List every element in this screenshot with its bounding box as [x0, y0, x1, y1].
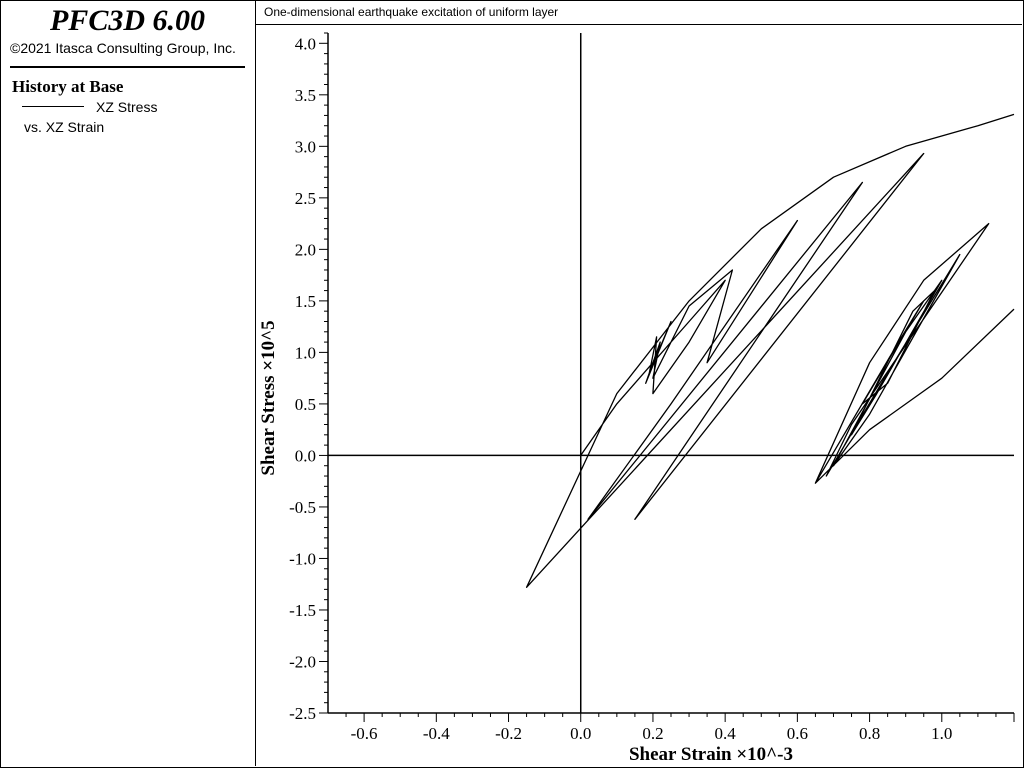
- y-tick-label: -1.0: [289, 549, 316, 568]
- y-tick-label: -2.5: [289, 704, 316, 723]
- y-tick-label: -1.5: [289, 601, 316, 620]
- legend-divider: [10, 66, 245, 68]
- x-tick-label: 0.0: [570, 724, 591, 743]
- x-axis-label: Shear Strain ×10^-3: [629, 744, 793, 765]
- y-tick-label: 4.0: [295, 34, 316, 53]
- y-tick-label: 2.0: [295, 240, 316, 259]
- legend-title: History at Base: [12, 77, 124, 96]
- y-tick-label: 0.5: [295, 395, 316, 414]
- series-line: [525, 113, 1015, 588]
- y-tick-label: 2.5: [295, 189, 316, 208]
- y-tick-label: 0.0: [295, 446, 316, 465]
- y-tick-label: -0.5: [289, 498, 316, 517]
- x-tick-label: 0.4: [715, 724, 737, 743]
- x-tick-label: -0.4: [423, 724, 450, 743]
- copyright-text: ©2021 Itasca Consulting Group, Inc.: [10, 40, 236, 56]
- axes: -0.6 -0.4 -0.2 0.0 0.2 0.4 0.6 0.8 1.0 4.0 3.5 3.0 2…: [289, 32, 1015, 743]
- legend-line-swatch: [22, 106, 84, 107]
- legend-series-sublabel: vs. XZ Strain: [24, 119, 105, 135]
- y-tick-label: 3.0: [295, 137, 316, 156]
- y-tick-label: 3.5: [295, 86, 316, 105]
- plot-header: One-dimensional earthquake excitation of…: [256, 0, 1022, 25]
- y-tick-label: 1.5: [295, 292, 316, 311]
- data-series: [525, 113, 1015, 588]
- legend-panel: PFC3D 6.00 ©2021 Itasca Consulting Group…: [0, 0, 256, 766]
- x-tick-label: -0.2: [495, 724, 522, 743]
- x-tick-label: -0.6: [351, 724, 378, 743]
- plot-title: One-dimensional earthquake excitation of…: [264, 5, 559, 19]
- legend-series-label: XZ Stress: [96, 99, 158, 115]
- x-tick-label: 1.0: [931, 724, 952, 743]
- y-axis-label: Shear Stress ×10^5: [258, 320, 279, 475]
- series-line: [814, 222, 1015, 484]
- stress-strain-chart: -0.6 -0.4 -0.2 0.0 0.2 0.4 0.6 0.8 1.0 4.0 3.5 3.0 2…: [258, 32, 1015, 765]
- x-tick-label: 0.8: [859, 724, 880, 743]
- y-tick-label: -2.0: [289, 652, 316, 671]
- y-tick-label: 1.0: [295, 343, 316, 362]
- app-title: PFC3D 6.00: [49, 4, 205, 37]
- x-tick-label: 0.6: [787, 724, 808, 743]
- x-tick-label: 0.2: [642, 724, 663, 743]
